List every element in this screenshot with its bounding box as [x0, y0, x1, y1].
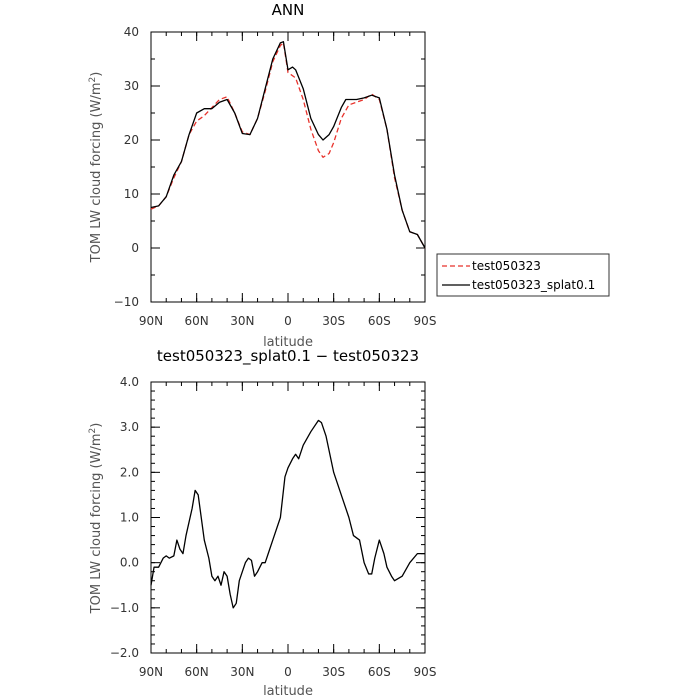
legend: test050323 test050323_splat0.1 [436, 253, 610, 297]
chart-bottom-xlabel: latitude [263, 684, 313, 699]
bottom-series-line-0 [150, 419, 425, 609]
bottom-y-tick-label: 1.0 [120, 511, 139, 525]
chart-top-xlabel: latitude [263, 335, 313, 350]
top-y-tick-label: 30 [124, 79, 139, 93]
bottom-x-tick-label: 30N [230, 665, 254, 679]
bottom-y-tick-label: −2.0 [110, 646, 139, 660]
chart-bottom-title: test050323_splat0.1 − test050323 [157, 347, 419, 366]
bottom-y-tick-label: −1.0 [110, 601, 139, 615]
top-x-tick-label: 0 [284, 314, 292, 328]
top-x-tick-label: 30S [322, 314, 345, 328]
bottom-x-tick-label: 30S [322, 665, 345, 679]
bottom-y-tick-label: 0.0 [120, 556, 139, 570]
top-series-line-1 [150, 41, 426, 249]
top-y-tick-label: 20 [124, 133, 139, 147]
bottom-x-tick-label: 90S [414, 665, 437, 679]
bottom-x-tick-label: 60S [368, 665, 391, 679]
chart-top-title: ANN [272, 1, 305, 19]
bottom-x-tick-label: 90N [139, 665, 163, 679]
bottom-plot-frame [150, 381, 426, 654]
top-x-tick-label: 30N [230, 314, 254, 328]
top-y-tick-label: −10 [114, 295, 139, 309]
top-y-tick-label: 10 [124, 187, 139, 201]
chart-bottom: test050323_splat0.1 − test050323 90N 60N 3… [88, 347, 436, 699]
top-series-line-0 [150, 42, 426, 249]
bottom-x-tick-label: 60N [185, 665, 209, 679]
top-y-tick-label: 40 [124, 25, 139, 39]
legend-box [436, 253, 610, 297]
top-x-tick-label: 90N [139, 314, 163, 328]
chart-top: ANN 90N 60N 30N 0 30S 60S 90S −10 0 10 20 30 40 lati… [88, 1, 436, 350]
chart-top-ylabel: TOM LW cloud forcing (W/m2) [88, 72, 104, 264]
bottom-x-tick-label: 0 [284, 665, 292, 679]
top-x-tick-label: 90S [414, 314, 437, 328]
legend-label-test050323: test050323 [472, 259, 541, 273]
chart-bottom-ylabel: TOM LW cloud forcing (W/m2) [88, 423, 104, 615]
legend-label-splat: test050323_splat0.1 [472, 278, 595, 292]
bottom-y-tick-label: 3.0 [120, 420, 139, 434]
top-x-tick-label: 60S [368, 314, 391, 328]
top-y-tick-label: 0 [131, 241, 139, 255]
bottom-y-tick-label: 2.0 [120, 465, 139, 479]
top-x-tick-label: 60N [185, 314, 209, 328]
bottom-y-tick-label: 4.0 [120, 375, 139, 389]
